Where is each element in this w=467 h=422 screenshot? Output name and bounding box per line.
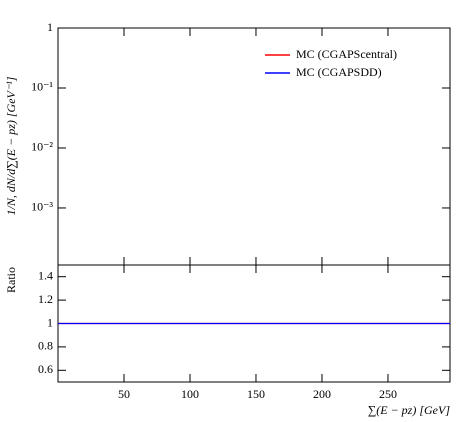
y-tick-label: 1 (47, 20, 53, 34)
legend-label: MC (CGAPSDD) (296, 65, 382, 79)
ratio-label: Ratio (4, 267, 18, 293)
x-tick-label: 100 (181, 387, 199, 401)
y-tick-label: 1 (47, 315, 53, 329)
legend-label: MC (CGAPScentral) (296, 47, 397, 61)
y-tick-label: 1.4 (38, 268, 53, 282)
y-tick-label: 0.8 (38, 339, 53, 353)
x-tick-label: 150 (247, 387, 265, 401)
y-tick-label: 0.6 (38, 362, 53, 376)
y-axis-label: 1/N, dN/d∑(E − pz) [GeV⁻¹] (4, 76, 18, 215)
y-tick-label: 10⁻³ (31, 200, 53, 214)
x-tick-label: 200 (313, 387, 331, 401)
x-axis-label: ∑(E − pz) [GeV] (368, 403, 451, 417)
y-tick-label: 1.2 (38, 292, 53, 306)
y-tick-label: 10⁻¹ (31, 80, 53, 94)
x-tick-label: 50 (118, 387, 130, 401)
y-tick-label: 10⁻² (31, 140, 53, 154)
x-tick-label: 250 (379, 387, 397, 401)
plot-frame (57, 27, 451, 266)
